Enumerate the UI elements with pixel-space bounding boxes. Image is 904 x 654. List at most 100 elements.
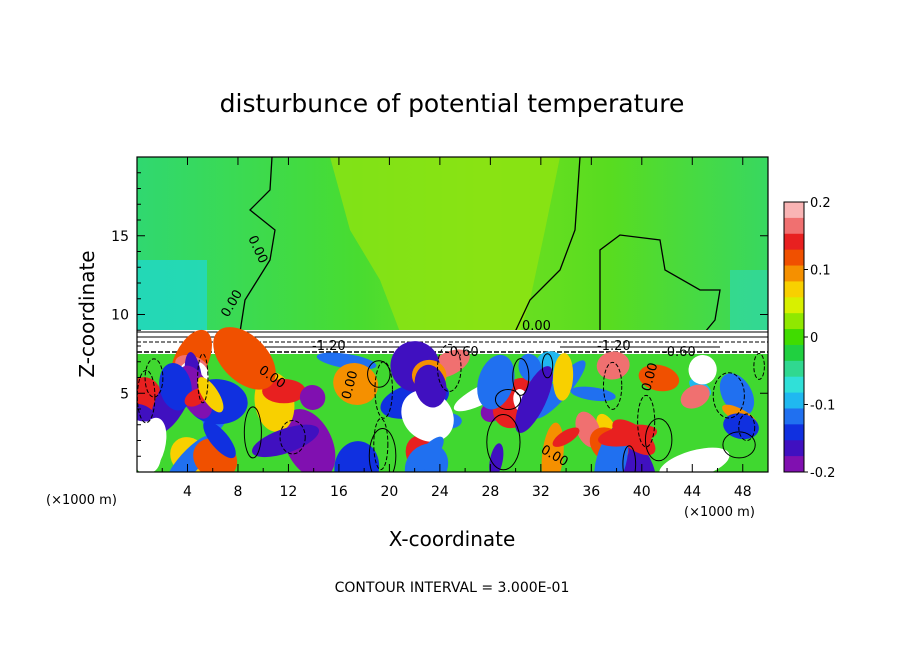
x-tick-label: 32 xyxy=(532,484,550,500)
y-tick-label: 10 xyxy=(111,308,129,324)
field-blob xyxy=(251,424,320,458)
field-contour xyxy=(644,418,673,462)
contour-labels: 0.00 0.00 0.00 0.00 0.00 0.00 0.00 -1.20… xyxy=(218,233,695,470)
x-axis: 4 8 12 16 20 24 28 32 36 40 44 48 xyxy=(161,157,752,500)
y-tick-label: 15 xyxy=(111,229,129,245)
y-axis: 5 10 15 xyxy=(111,172,768,457)
field-contour xyxy=(373,418,389,471)
field-blob xyxy=(598,424,658,447)
field-blob xyxy=(137,417,167,472)
x-tick-label: 44 xyxy=(683,484,701,500)
contour-interval-footer: CONTOUR INTERVAL = 3.000E-01 xyxy=(335,580,570,596)
colorbar-swatch xyxy=(784,217,804,235)
x-tick-label: 24 xyxy=(431,484,449,500)
field-blob xyxy=(552,427,580,447)
chart-title: disturbunce of potential temperature xyxy=(220,89,685,118)
upper-contour-left xyxy=(239,157,276,333)
colorbar-tick-label: -0.1 xyxy=(810,399,835,414)
colorbar-swatch xyxy=(784,424,804,441)
field-blob xyxy=(411,436,444,472)
field-blob xyxy=(638,364,680,392)
field-blob xyxy=(137,403,155,422)
x-tick-label: 20 xyxy=(380,484,398,500)
field-contour xyxy=(367,360,391,388)
field-contour xyxy=(512,357,530,396)
field-contour xyxy=(637,394,656,448)
field-blob xyxy=(477,354,515,410)
field-contour xyxy=(437,343,462,392)
x-tick-label: 12 xyxy=(280,484,298,500)
colorbar-tick-label: 0 xyxy=(810,331,818,346)
field-contour xyxy=(738,413,756,442)
field-blob xyxy=(570,386,616,402)
x-tick-label: 48 xyxy=(734,484,752,500)
field-contour xyxy=(712,372,745,419)
y-axis-label: Z-coordinate xyxy=(75,250,99,377)
field-blob xyxy=(688,355,717,385)
contour-label: 0.00 xyxy=(639,361,661,393)
colorbar-swatch xyxy=(784,281,804,298)
colorbar-swatch xyxy=(784,297,804,314)
colorbar-swatch xyxy=(784,329,804,346)
colorbar-swatch xyxy=(784,360,804,378)
field-blob xyxy=(203,421,236,459)
left-cyan-region xyxy=(137,260,207,332)
field-contour xyxy=(722,431,756,459)
x-tick-label: 28 xyxy=(481,484,499,500)
colorbar-swatch xyxy=(784,344,804,362)
contour-label: -0.60 xyxy=(445,345,479,360)
colorbar-tick-label: 0.1 xyxy=(810,264,831,279)
field-contour xyxy=(541,353,554,379)
field-contour xyxy=(197,353,209,404)
field-blob xyxy=(659,447,730,472)
colorbar-swatch xyxy=(784,440,804,457)
field-contour xyxy=(753,352,765,380)
field-blob xyxy=(262,379,306,404)
colorbar-swatch xyxy=(784,265,804,282)
field-blob xyxy=(159,363,192,411)
field-blob xyxy=(515,366,553,433)
right-cyan-region xyxy=(730,270,768,332)
field-contour xyxy=(137,369,156,424)
contour-label: -0.60 xyxy=(662,345,696,360)
colorbar-swatch xyxy=(784,249,804,267)
field-contour xyxy=(279,420,306,455)
colorbar-swatch xyxy=(784,233,804,251)
field-contour xyxy=(494,388,522,411)
colorbar-swatch xyxy=(784,202,804,219)
field-blob xyxy=(197,377,224,413)
contour-label: 0.00 xyxy=(339,369,361,401)
upper-yellow-region xyxy=(330,157,560,332)
turbulent-blobs xyxy=(137,327,765,472)
field-blob xyxy=(680,384,710,409)
x-tick-label: 36 xyxy=(582,484,600,500)
contour-label: -1.20 xyxy=(597,339,631,354)
field-contour xyxy=(622,445,637,472)
field-blob xyxy=(333,362,379,405)
contour-label: -1.20 xyxy=(312,339,346,354)
colorbar: 0.2 0.1 0 -0.1 -0.2 xyxy=(783,196,835,481)
colorbar-tick-label: 0.2 xyxy=(810,196,831,211)
field-blob xyxy=(553,353,574,401)
field-blob xyxy=(299,385,326,410)
field-contour xyxy=(374,361,393,419)
field-contour xyxy=(602,361,623,410)
x-tick-label: 40 xyxy=(633,484,651,500)
colorbar-swatch xyxy=(784,408,804,425)
x-unit-right: (×1000 m) xyxy=(684,505,755,520)
x-tick-label: 8 xyxy=(233,484,242,500)
colorbar-swatch xyxy=(784,376,804,394)
x-tick-label: 4 xyxy=(183,484,192,500)
field-blob xyxy=(213,327,276,390)
field-contour xyxy=(144,358,164,398)
field-blob xyxy=(334,441,380,472)
x-tick-label: 16 xyxy=(330,484,348,500)
colorbar-swatch xyxy=(784,456,804,473)
upper-contour-right xyxy=(514,157,721,333)
colorbar-swatch xyxy=(784,313,804,330)
colorbar-swatch xyxy=(784,392,804,409)
field-contour xyxy=(243,406,262,459)
x-axis-label: X-coordinate xyxy=(389,527,516,551)
contour-label: 0.00 xyxy=(522,319,551,334)
